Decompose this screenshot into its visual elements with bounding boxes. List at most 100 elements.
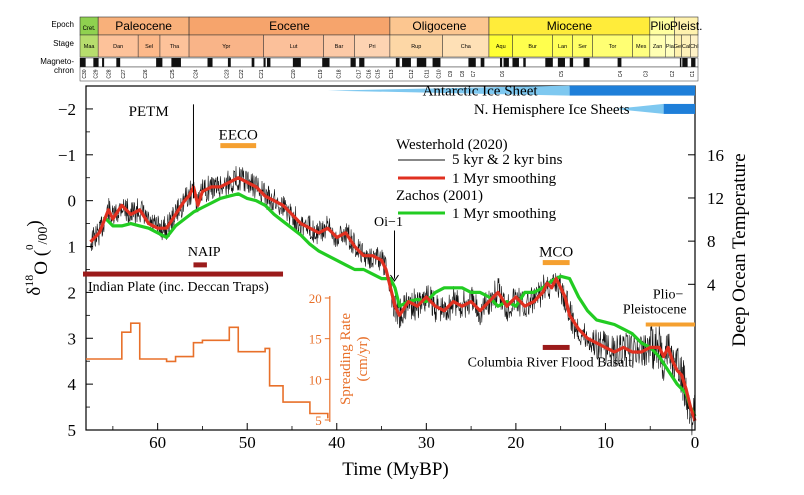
y-tick-label: 4 — [68, 375, 77, 394]
polarity-stripe — [617, 58, 622, 67]
eeco-label: EECO — [219, 128, 258, 144]
stage-label: Cha — [461, 44, 472, 50]
timescale-label-epoch: Epoch — [51, 20, 74, 29]
spreading-rate-inset: 5 10 15 20 Spreading Rate(cm/yr) — [86, 291, 371, 428]
chron-label: C27 — [121, 69, 127, 78]
legend-westerhold-label: 1 Myr smoothing — [452, 171, 557, 187]
x-tick-label: 40 — [328, 433, 345, 452]
stage-label: Tor — [609, 44, 617, 50]
y-axis-label: δ18O (0/00) — [22, 220, 52, 295]
stage-label: Zan — [653, 44, 662, 50]
legend-source2: Zachos (2001) — [396, 188, 483, 204]
stage-label: Sel — [145, 44, 153, 50]
naip-bar — [193, 262, 207, 268]
y2-tick-label: 4 — [707, 275, 716, 294]
y-tick-label: 0 — [68, 192, 77, 211]
x-tick-label: 50 — [239, 433, 256, 452]
timescale-label-stage: Stage — [53, 39, 74, 48]
epoch-label: Pleist. — [670, 19, 703, 33]
chron-label: C19 — [318, 69, 324, 78]
chron-label: C23 — [225, 69, 231, 78]
y-axis-label-part: 0 — [24, 244, 36, 250]
y-tick-label: 5 — [68, 421, 77, 440]
polarity-stripe — [292, 58, 301, 67]
spreading-rate-line — [86, 322, 329, 419]
plot-frame — [85, 85, 696, 431]
y2-tick-label: 8 — [707, 232, 716, 251]
epoch-label: Plio. — [650, 19, 673, 33]
stage-label: Ser — [578, 44, 587, 50]
epoch-label: Oligocene — [412, 19, 466, 33]
chron-label: C18 — [336, 69, 342, 78]
polarity-stripe — [557, 58, 565, 67]
chron-label: C1 — [690, 71, 696, 78]
polarity-stripe — [395, 58, 400, 67]
chron-label: C22 — [239, 69, 245, 78]
x-tick-label: 10 — [597, 433, 614, 452]
geologic-timescale: Epoch Stage Magneto-chron Cret. Paleocene Eoc… — [40, 16, 703, 82]
polarity-stripe — [682, 58, 688, 67]
timescale-label-magnetochron: Magneto-chron — [40, 57, 74, 75]
chron-label: C6 — [500, 71, 506, 78]
stage-label: Lut — [290, 44, 298, 50]
polarity-stripe — [227, 58, 231, 67]
polarity-stripe — [266, 58, 271, 67]
spreading-rate-tick-label: 20 — [309, 291, 322, 306]
ice-sheet-label: Antarctic Ice Sheet — [423, 84, 539, 100]
x-axis-label: Time (MyBP) — [342, 459, 448, 480]
polarity-stripe — [156, 58, 163, 67]
epoch-label: Cret. — [83, 26, 96, 32]
polarity-stripe — [512, 58, 519, 67]
stage-box — [690, 34, 699, 58]
chron-label: C25 — [170, 69, 176, 78]
stage-label: Gel — [674, 44, 683, 50]
zachos-smooth-line — [102, 192, 697, 417]
chron-label: C29 — [94, 69, 100, 78]
x-tick-label: 60 — [149, 433, 166, 452]
polarity-stripe — [80, 58, 86, 67]
polarity-stripe — [583, 58, 590, 67]
polarity-stripe — [207, 58, 213, 67]
plio-pleistocene-label: Plio− Pleistocene — [623, 288, 687, 318]
stage-label: Bar — [335, 44, 344, 50]
stage-label: Mes — [636, 44, 647, 50]
spreading-rate-tick-label: 5 — [315, 413, 322, 428]
stage-label: Aqu — [496, 44, 506, 50]
eeco-bar — [220, 143, 257, 149]
chron-label: C4 — [618, 71, 624, 78]
polarity-stripe — [171, 58, 181, 67]
stage-label: Tha — [170, 44, 180, 50]
chron-label: C8 — [460, 71, 466, 78]
oi1-label: Oi−1 — [374, 215, 403, 230]
polarity-stripe — [263, 58, 266, 67]
polarity-stripe — [480, 58, 485, 67]
x-tick-label: 20 — [507, 433, 524, 452]
y-tick-label: 1 — [68, 238, 77, 257]
x-tick-label: 30 — [418, 433, 435, 452]
y-tick-label: −2 — [58, 100, 76, 119]
plio-pleistocene-bar — [645, 322, 695, 327]
stage-label: Lan — [558, 44, 567, 50]
chron-label: C2 — [670, 71, 676, 78]
polarity-stripe — [350, 58, 356, 67]
chron-label: C17 — [356, 69, 362, 78]
polarity-stripe — [359, 58, 365, 67]
petm-label: PETM — [129, 104, 169, 120]
y-tick-label: −1 — [58, 146, 76, 165]
legend: Westerhold (2020)5 kyr & 2 kyr bins 1 Myr… — [396, 137, 563, 222]
oi1-arrow-head — [390, 274, 399, 282]
stage-label: Cal — [682, 44, 690, 50]
y-axis-label-part: /00 — [36, 227, 51, 245]
chron-label: C12 — [409, 69, 415, 78]
epoch-label: Eocene — [269, 19, 310, 33]
stage-label: Maa — [84, 44, 96, 50]
chron-label: C10 — [436, 69, 442, 78]
polarity-stripe — [691, 58, 696, 67]
legend-source1: Westerhold (2020) — [396, 137, 508, 153]
polarity-stripe — [93, 58, 99, 67]
columbia-label: Columbia River Flood Basalt — [468, 355, 633, 370]
y-tick-label: 2 — [68, 283, 77, 302]
y2-tick-label: 12 — [707, 189, 724, 208]
polarity-stripe — [322, 58, 330, 67]
